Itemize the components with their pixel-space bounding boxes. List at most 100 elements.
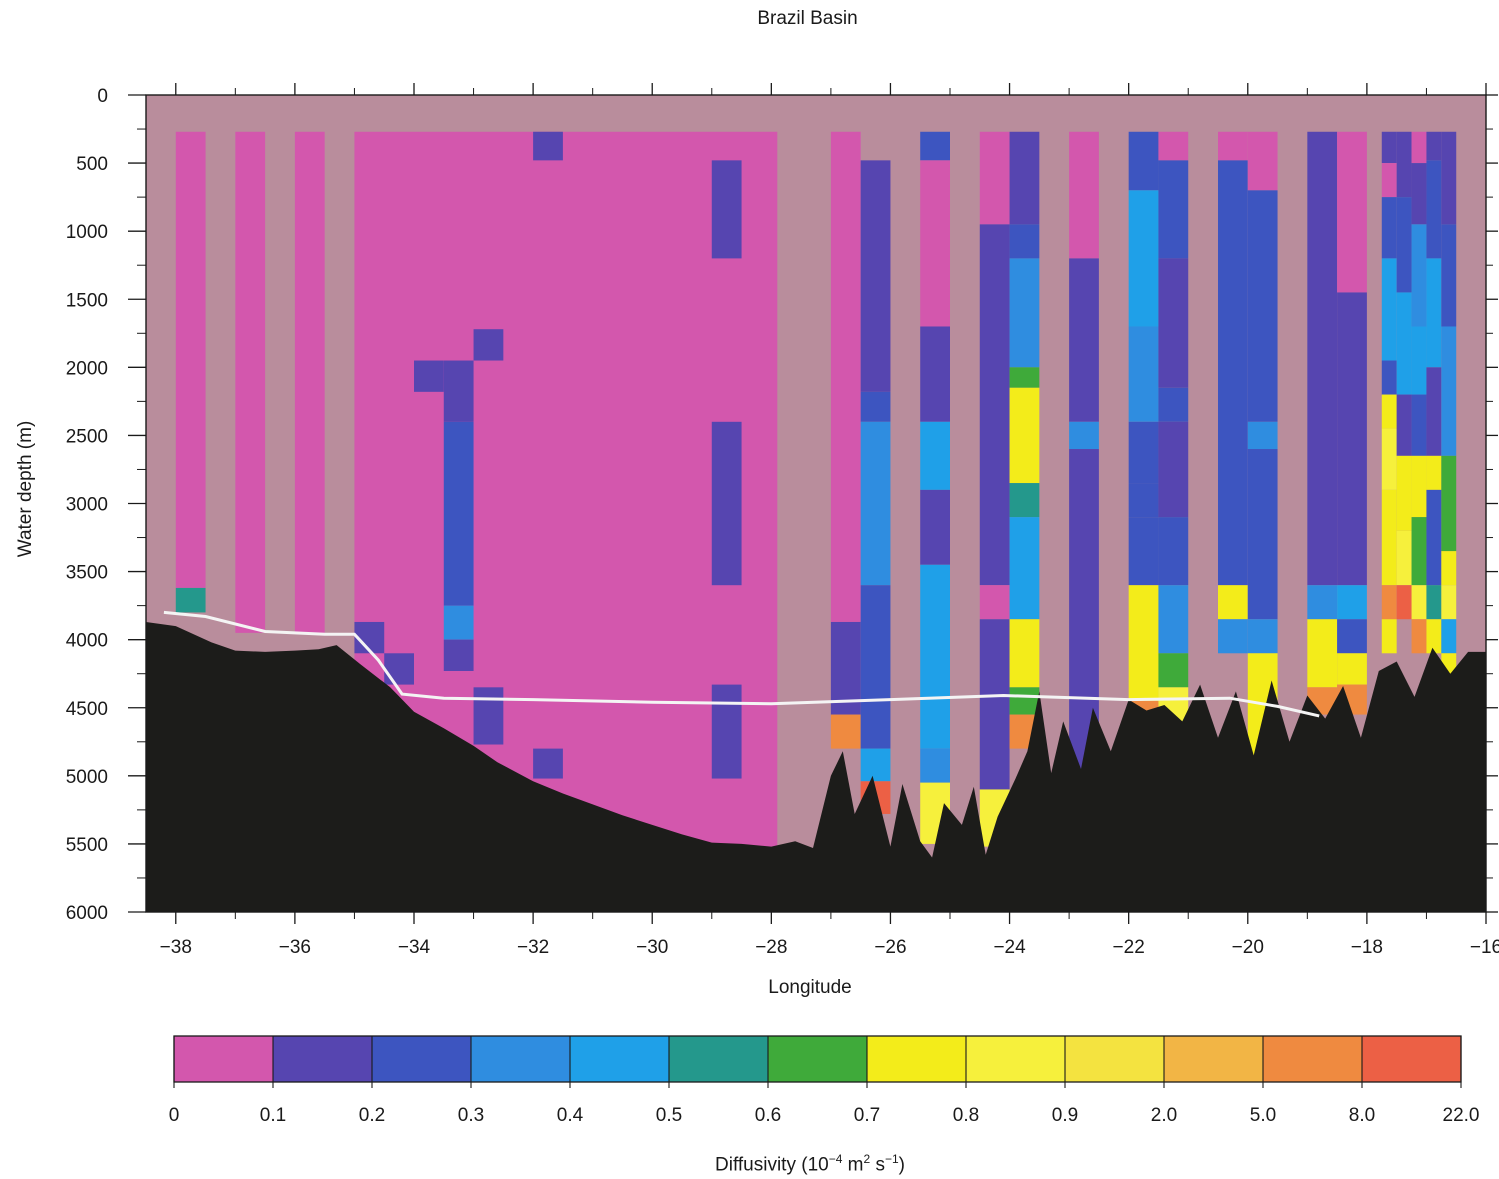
heatmap-cell [1158,421,1189,518]
heatmap-cell [1396,394,1412,456]
heatmap-cell [1128,190,1159,327]
colorbar-tick-label: 0.7 [854,1105,880,1126]
colorbar: 0 0.1 0.2 0.3 0.4 0.5 0.6 0.7 0.8 0.9 2.0 5.0 8.0 22.… [169,1035,1479,1126]
heatmap-cell [1381,163,1397,198]
heatmap-cell [1307,585,1338,620]
heatmap-cell [1218,131,1248,161]
heatmap-cell [1128,483,1159,518]
heatmap-cell [1441,619,1457,654]
colorbar-swatch [768,1036,868,1082]
heatmap-cell [1218,619,1248,654]
heatmap-cell [1426,367,1442,456]
colorbar-swatch [471,1036,571,1082]
x-tick-label: −18 [1351,937,1383,958]
colorbar-tick-label: 2.0 [1151,1105,1177,1126]
heatmap-cell [1009,483,1040,518]
heatmap-cell [443,421,474,606]
heatmap-cell [1411,394,1427,456]
heatmap-cell [1009,224,1040,259]
y-axis-label: Water depth (m) [15,420,36,558]
heatmap-cell [1381,131,1397,164]
heatmap-cell [979,619,1010,790]
heatmap-cell [1307,619,1338,688]
colorbar-tick-label: 0 [169,1105,180,1126]
heatmap-cell [860,160,891,392]
heatmap-cell [1411,131,1427,164]
heatmap-cell [1426,160,1442,259]
colorbar-label: Diffusivity (10−4 m2 s−1) [715,1152,905,1176]
colorbar-tick-label: 0.9 [1052,1105,1078,1126]
y-tick-label: 5000 [66,767,108,788]
heatmap-cell [920,160,950,327]
heatmap-cell [1411,326,1427,395]
colorbar-tick-label: 5.0 [1250,1105,1276,1126]
heatmap-cell [860,391,891,422]
heatmap-cell [1009,367,1040,388]
colorbar-swatch [174,1036,274,1082]
heatmap-cell [1307,131,1338,586]
heatmap-cell [920,326,950,422]
colorbar-tick-label: 0.3 [458,1105,484,1126]
heatmap-cell [1381,258,1397,361]
heatmap-cell [473,687,504,745]
x-tick-label: −20 [1232,937,1264,958]
heatmap-cell [1441,224,1457,327]
x-tick-label: −36 [279,937,311,958]
colorbar-swatch [1065,1036,1165,1082]
heatmap-cell [1247,190,1278,422]
heatmap-cell [1069,131,1099,259]
heatmap-cell [1411,455,1427,518]
heatmap-cell [1426,585,1442,620]
x-tick-label: −16 [1470,937,1499,958]
heatmap-cell [1411,517,1427,586]
heatmap-cell [1337,131,1367,293]
heatmap-cell [1441,455,1457,552]
colorbar-tick-label: 0.5 [656,1105,682,1126]
white-line [163,610,1320,718]
colorbar-swatch [570,1036,670,1082]
heatmap-cell [1381,489,1397,586]
heatmap-cell [1441,551,1457,586]
heatmap-cell [1069,258,1099,422]
heatmap-cell [1381,394,1397,429]
colorbar-swatch [669,1036,769,1082]
heatmap-cell [533,131,563,161]
heatmap-cell [1158,131,1189,161]
x-tick-label: −22 [1113,937,1145,958]
heatmap-cell [1128,421,1159,484]
heatmap-cell [175,587,206,613]
heatmap-cell [443,639,474,671]
heatmap-cell [1381,619,1397,654]
x-axis-label: Longitude [768,977,852,998]
y-tick-label: 1000 [66,222,108,243]
plot-area [146,95,1486,912]
seafloor-bathymetry [146,622,1486,912]
heatmap-cell [711,684,742,779]
y-tick-label: 4000 [66,631,108,652]
heatmap-cell [1396,585,1412,620]
y-tick-label: 2000 [66,358,108,379]
heatmap-cell [1128,517,1159,586]
seafloor-layer [146,622,1486,912]
heatmap-cell [1247,449,1278,620]
heatmap-cell [979,585,1010,620]
x-tick-label: −24 [993,937,1026,958]
colorbar-swatch [273,1036,373,1082]
heatmap-cell [1426,489,1442,586]
x-tick-label: −26 [874,937,906,958]
colorbar-tick-label: 8.0 [1349,1105,1375,1126]
heatmap-cell [1441,131,1457,225]
chart-title: Brazil Basin [757,8,858,29]
heatmap-cell [1069,421,1099,450]
heatmap-cell [1128,585,1159,701]
x-tick-label: −32 [517,937,549,958]
heatmap-cell [1411,619,1427,654]
heatmap-cell [1426,258,1442,368]
colorbar-tick-label: 0.1 [260,1105,286,1126]
heatmap-cell [1441,326,1457,456]
x-tick-label: −34 [398,937,431,958]
axes-layer: −38 −36 −34 −32 −30 −28 −26 −24 −22 −20 −18 −16 0 500… [66,83,1499,958]
heatmap-cell [920,131,950,161]
heatmap-cell [920,489,950,565]
